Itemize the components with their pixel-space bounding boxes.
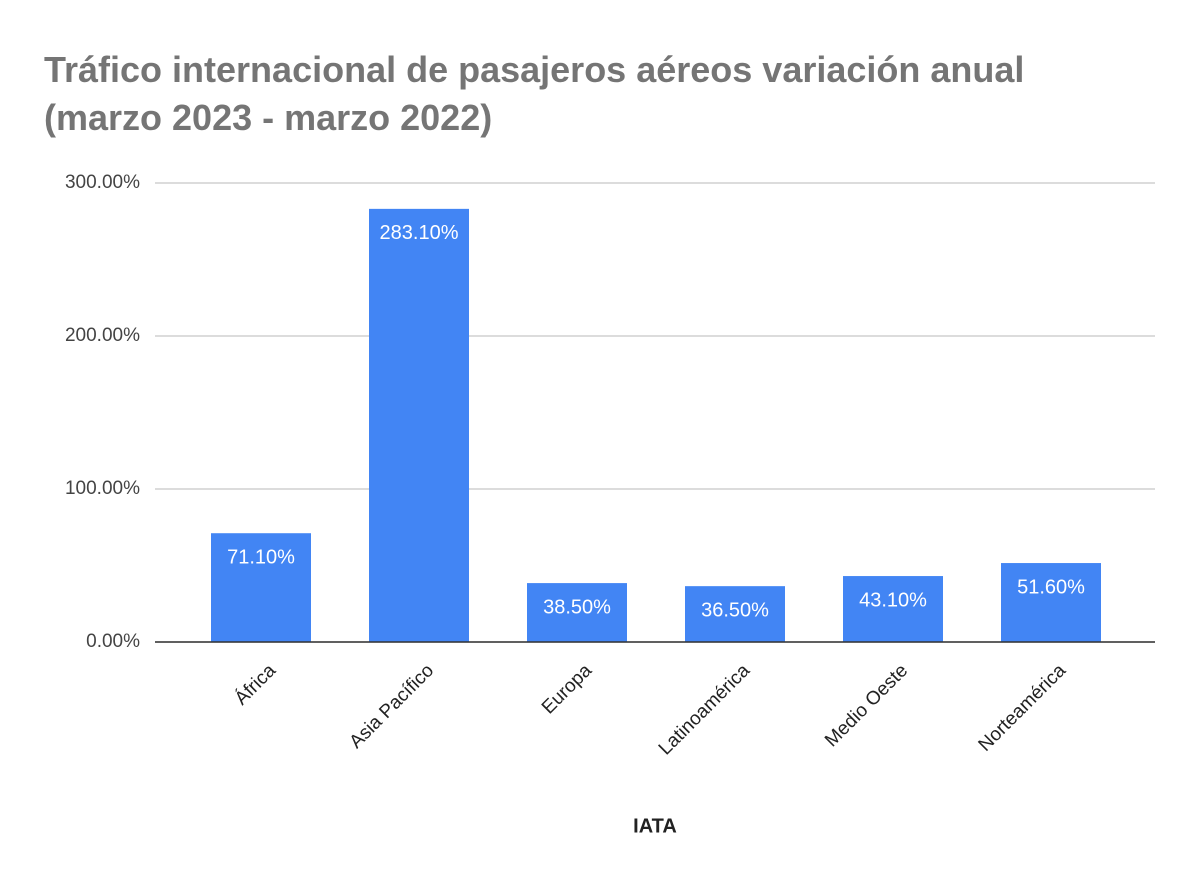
bar bbox=[527, 583, 627, 642]
y-tick-label: 0.00% bbox=[86, 631, 140, 652]
value-label: 51.60% bbox=[1017, 576, 1085, 598]
x-axis-title: IATA bbox=[633, 815, 677, 837]
bar bbox=[211, 533, 311, 642]
chart-title: Tráfico internacional de pasajeros aéreo… bbox=[44, 49, 1024, 90]
bar bbox=[843, 576, 943, 642]
value-label: 36.50% bbox=[701, 599, 769, 621]
value-label: 43.10% bbox=[859, 589, 927, 611]
y-tick-label: 300.00% bbox=[65, 172, 140, 193]
y-tick-label: 200.00% bbox=[65, 325, 140, 346]
value-label: 38.50% bbox=[543, 596, 611, 618]
value-label: 283.10% bbox=[380, 222, 459, 244]
chart-title: (marzo 2023 - marzo 2022) bbox=[44, 97, 492, 138]
y-tick-label: 100.00% bbox=[65, 478, 140, 499]
bar bbox=[1001, 563, 1101, 642]
bar bbox=[369, 208, 469, 642]
bar bbox=[685, 586, 785, 642]
value-label: 71.10% bbox=[227, 546, 295, 568]
